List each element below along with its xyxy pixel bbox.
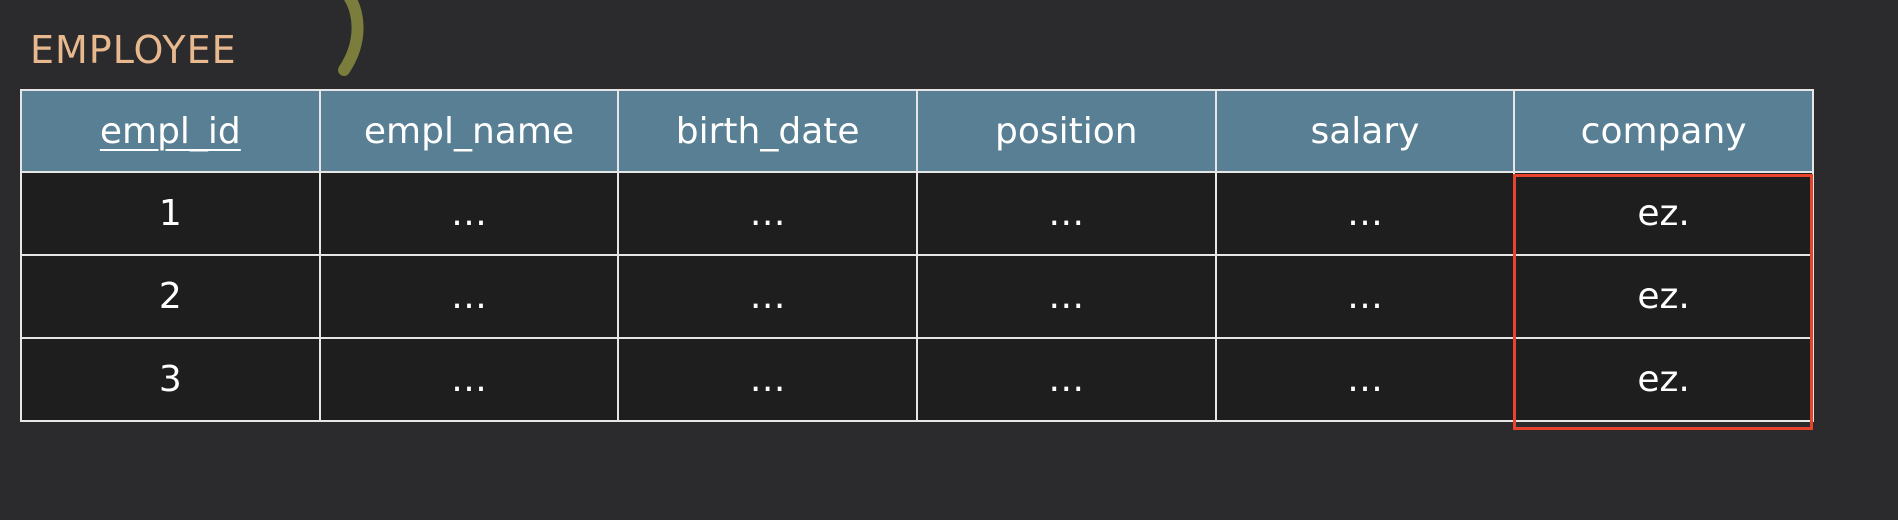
cell-position: … bbox=[915, 171, 1217, 256]
cell-salary: … bbox=[1214, 171, 1516, 256]
column-header-birth-date: birth_date bbox=[617, 89, 918, 173]
cell-empl-name: … bbox=[318, 171, 620, 256]
header-row: empl_id empl_name birth_date position sa… bbox=[20, 89, 1814, 173]
cell-empl-id: 2 bbox=[20, 254, 321, 339]
cell-empl-name: … bbox=[318, 337, 620, 422]
table-title: EMPLOYEE bbox=[30, 28, 237, 72]
employee-table: empl_id empl_name birth_date position sa… bbox=[20, 89, 1814, 422]
cell-company: ez. bbox=[1513, 171, 1814, 256]
table-row: 1 … … … … ez. bbox=[20, 171, 1814, 256]
pen-stroke-mark bbox=[338, 0, 364, 76]
primary-key-label: empl_id bbox=[99, 110, 241, 152]
cell-salary: … bbox=[1214, 337, 1516, 422]
table-row: 2 … … … … ez. bbox=[20, 254, 1814, 339]
cell-position: … bbox=[915, 254, 1217, 339]
column-header-salary: salary bbox=[1214, 89, 1516, 173]
column-header-position: position bbox=[915, 89, 1217, 173]
column-header-empl-name: empl_name bbox=[318, 89, 620, 173]
cell-company: ez. bbox=[1513, 337, 1814, 422]
cell-company: ez. bbox=[1513, 254, 1814, 339]
column-header-company: company bbox=[1513, 89, 1814, 173]
cell-birth-date: … bbox=[617, 254, 918, 339]
cell-empl-name: … bbox=[318, 254, 620, 339]
cell-birth-date: … bbox=[617, 171, 918, 256]
cell-position: … bbox=[915, 337, 1217, 422]
column-header-empl-id: empl_id bbox=[20, 89, 321, 173]
cell-empl-id: 1 bbox=[20, 171, 321, 256]
cell-salary: … bbox=[1214, 254, 1516, 339]
cell-birth-date: … bbox=[617, 337, 918, 422]
table-row: 3 … … … … ez. bbox=[20, 337, 1814, 422]
cell-empl-id: 3 bbox=[20, 337, 321, 422]
